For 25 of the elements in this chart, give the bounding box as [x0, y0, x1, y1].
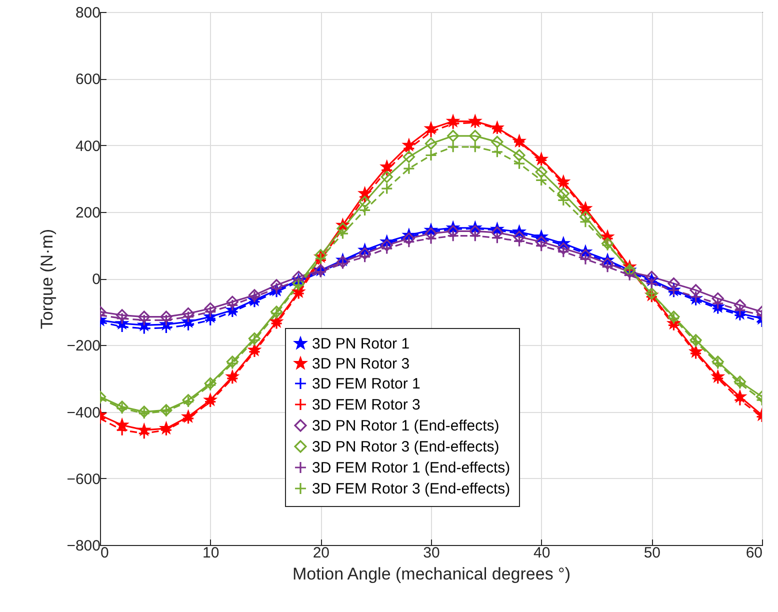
y-tick-label: 800 [75, 4, 100, 22]
x-tick-label: 40 [533, 544, 550, 562]
legend-label: 3D FEM Rotor 3 (End-effects) [312, 480, 510, 498]
legend-label: 3D PN Rotor 1 [312, 336, 410, 352]
legend-label: 3D PN Rotor 3 [312, 356, 410, 372]
y-tick-label: 200 [75, 204, 100, 222]
x-tick-label: 30 [423, 544, 440, 562]
y-tick-label: −800 [66, 538, 100, 554]
legend-label: 3D FEM Rotor 1 [312, 376, 420, 392]
y-tick-label: −600 [66, 470, 100, 488]
x-tick-label: 10 [202, 544, 220, 562]
x-tick-label: 60 [746, 544, 762, 562]
y-tick-label: −400 [66, 404, 100, 422]
legend-label: 3D FEM Rotor 3 [312, 396, 420, 414]
y-tick-label: 0 [92, 271, 100, 288]
y-tick-label: 400 [75, 138, 100, 155]
y-axis-title: Torque (N·m) [38, 228, 57, 330]
x-tick-label: 20 [312, 544, 330, 562]
legend-label: 3D PN Rotor 3 (End-effects) [312, 438, 500, 456]
x-axis-title: Motion Angle (mechanical degrees °) [292, 564, 571, 584]
legend-label: 3D FEM Rotor 1 (End-effects) [312, 460, 510, 476]
y-tick-label: −200 [66, 338, 100, 355]
y-tick-label: 600 [75, 71, 100, 88]
x-tick-label: 50 [644, 544, 661, 562]
legend-label: 3D PN Rotor 1 (End-effects) [312, 418, 500, 434]
